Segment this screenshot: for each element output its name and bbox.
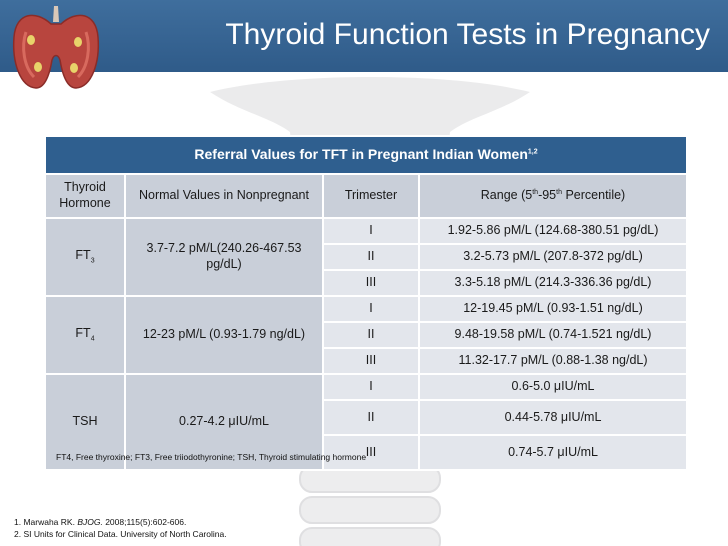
trimester-cell: II xyxy=(322,321,420,349)
tft-reference-table: Referral Values for TFT in Pregnant Indi… xyxy=(43,135,689,471)
table-row: II 9.48-19.58 pM/L (0.74-1.521 ng/dL) xyxy=(45,321,689,349)
trimester-cell: III xyxy=(322,269,420,297)
trimester-cell: II xyxy=(322,243,420,271)
normal-value-cell-ft4: 12-23 pM/L (0.93-1.79 ng/dL) xyxy=(124,295,324,375)
range-cell: 0.74-5.7 μIU/mL xyxy=(417,434,689,471)
range-cell: 3.2-5.73 pM/L (207.8-372 pg/dL) xyxy=(417,243,689,271)
table-row: TSH 0.27-4.2 μIU/mL I 0.6-5.0 μIU/mL xyxy=(44,373,689,471)
table-row: III 0.74-5.7 μIU/mL xyxy=(45,434,689,471)
table-row: FT3 3.7-7.2 pM/L(240.26-467.53 pg/dL) I … xyxy=(44,217,689,297)
abbreviation-footnote: FT4, Free thyroxine; FT3, Free triiodoth… xyxy=(56,452,367,462)
slide-header xyxy=(0,0,728,72)
range-cell: 3.3-5.18 pM/L (214.3-336.36 pg/dL) xyxy=(417,269,689,297)
range-cell: 11.32-17.7 pM/L (0.88-1.38 ng/dL) xyxy=(417,347,689,375)
normal-value-cell-tsh: 0.27-4.2 μIU/mL xyxy=(124,373,324,471)
table-row: II 0.44-5.78 μIU/mL xyxy=(45,399,689,436)
trimester-cell: III xyxy=(322,434,420,471)
references: 1. Marwaha RK. BJOG. 2008;115(5):602-606… xyxy=(14,516,227,541)
header-range: Range (5th-95th Percentile) xyxy=(417,173,689,219)
header-normal-values: Normal Values in Nonpregnant xyxy=(124,173,324,219)
table-caption: Referral Values for TFT in Pregnant Indi… xyxy=(43,135,689,175)
hormone-cell-ft3: FT3 xyxy=(44,217,126,297)
trimester-cell: I xyxy=(322,295,420,323)
trimester-cell: II xyxy=(322,399,420,436)
range-cell: 0.6-5.0 μIU/mL xyxy=(417,373,689,401)
table-row: III 3.3-5.18 pM/L (214.3-336.36 pg/dL) xyxy=(45,269,689,297)
range-cell: 0.44-5.78 μIU/mL xyxy=(417,399,689,436)
hormone-cell-tsh: TSH xyxy=(44,373,126,471)
range-cell: 12-19.45 pM/L (0.93-1.51 ng/dL) xyxy=(417,295,689,323)
trimester-cell: I xyxy=(322,373,420,401)
table-row: II 3.2-5.73 pM/L (207.8-372 pg/dL) xyxy=(45,243,689,271)
header-thyroid-hormone: Thyroid Hormone xyxy=(44,173,126,219)
hormone-cell-ft4: FT4 xyxy=(44,295,126,375)
thyroid-gland-icon xyxy=(12,6,100,89)
reference-2: 2. SI Units for Clinical Data. Universit… xyxy=(14,529,227,540)
trimester-cell: III xyxy=(322,347,420,375)
trimester-cell: I xyxy=(322,217,420,245)
table-row: III 11.32-17.7 pM/L (0.88-1.38 ng/dL) xyxy=(45,347,689,375)
reference-1: 1. Marwaha RK. BJOG. 2008;115(5):602-606… xyxy=(14,517,187,527)
table-header-row: Thyroid Hormone Normal Values in Nonpreg… xyxy=(44,173,689,219)
table-row: FT4 12-23 pM/L (0.93-1.79 ng/dL) I 12-19… xyxy=(44,295,689,375)
range-cell: 1.92-5.86 pM/L (124.68-380.51 pg/dL) xyxy=(417,217,689,245)
slide-title: Thyroid Function Tests in Pregnancy xyxy=(225,18,710,51)
normal-value-cell-ft3: 3.7-7.2 pM/L(240.26-467.53 pg/dL) xyxy=(124,217,324,297)
header-trimester: Trimester xyxy=(322,173,420,219)
range-cell: 9.48-19.58 pM/L (0.74-1.521 ng/dL) xyxy=(417,321,689,349)
table-caption-row: Referral Values for TFT in Pregnant Indi… xyxy=(43,135,689,175)
